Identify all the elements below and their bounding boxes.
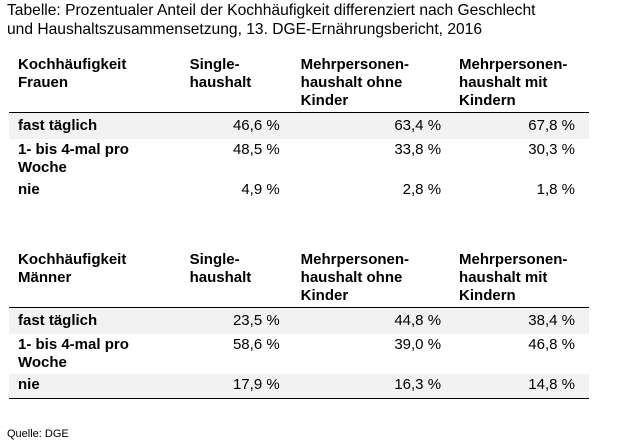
caption-line-2: und Haushaltszusammensetzung, 13. DGE-Er… bbox=[7, 21, 483, 38]
table-header-row: Kochhäufigkeit Männer Single-haushalt Meh… bbox=[9, 250, 589, 308]
cell-value: 17,9 % bbox=[181, 374, 294, 399]
row-label: fast täglich bbox=[9, 307, 182, 334]
row-label: nie bbox=[18, 181, 40, 198]
row-label: nie bbox=[9, 374, 182, 399]
cell-value: 46,6 % bbox=[181, 112, 294, 139]
table-men: Kochhäufigkeit Männer Single-haushalt Meh… bbox=[9, 250, 589, 399]
table-row: fast täglich 46,6 % 63,4 % 67,8 % bbox=[9, 112, 589, 139]
table-caption: Tabelle: Prozentualer Anteil der Kochhäu… bbox=[7, 1, 617, 39]
row-label: 1- bis 4-mal pro Woche bbox=[18, 141, 129, 176]
table-row: nie 4,9 % 2,8 % 1,8 % bbox=[9, 179, 589, 203]
row-label: 1- bis 4-mal pro Woche bbox=[18, 336, 129, 371]
header-cooking-frequency-women: Kochhäufigkeit Frauen bbox=[9, 55, 182, 113]
header-multi-household-with-children: Mehrpersonen-haushalt mit Kindern bbox=[455, 250, 589, 308]
row-label: fast täglich bbox=[9, 112, 182, 139]
header-single-household: Single-haushalt bbox=[181, 55, 294, 113]
header-single-household: Single-haushalt bbox=[181, 250, 294, 308]
table-row: nie 17,9 % 16,3 % 14,8 % bbox=[9, 374, 589, 399]
cell-value: 23,5 % bbox=[181, 307, 294, 334]
table-row: fast täglich 23,5 % 44,8 % 38,4 % bbox=[9, 307, 589, 334]
table-row: 1- bis 4-mal pro Woche 58,6 % 39,0 % 46,8… bbox=[9, 334, 589, 374]
table-women: Kochhäufigkeit Frauen Single-haushalt Meh… bbox=[9, 55, 589, 203]
cell-value: 67,8 % bbox=[455, 112, 589, 139]
header-cooking-frequency-men: Kochhäufigkeit Männer bbox=[9, 250, 182, 308]
cell-value: 48,5 % bbox=[232, 141, 280, 158]
cell-value: 46,8 % bbox=[528, 336, 575, 353]
cell-value: 38,4 % bbox=[455, 307, 589, 334]
header-multi-household-with-children: Mehrpersonen-haushalt mit Kindern bbox=[455, 55, 589, 113]
cell-value: 44,8 % bbox=[293, 307, 456, 334]
cell-value: 1,8 % bbox=[536, 181, 575, 198]
cell-value: 4,9 % bbox=[241, 181, 280, 198]
cell-value: 14,8 % bbox=[455, 374, 589, 399]
table-header-row: Kochhäufigkeit Frauen Single-haushalt Meh… bbox=[9, 55, 589, 113]
cell-value: 16,3 % bbox=[293, 374, 456, 399]
table-row: 1- bis 4-mal pro Woche 48,5 % 33,8 % 30,3… bbox=[9, 139, 589, 179]
header-multi-household-no-children: Mehrpersonen-haushalt ohne Kinder bbox=[293, 55, 456, 113]
cell-value: 2,8 % bbox=[402, 181, 442, 198]
caption-line-1: Tabelle: Prozentualer Anteil der Kochhäu… bbox=[7, 2, 536, 19]
source-note: Quelle: DGE bbox=[7, 428, 69, 440]
cell-value: 33,8 % bbox=[394, 141, 442, 158]
cell-value: 58,6 % bbox=[232, 336, 280, 353]
header-multi-household-no-children: Mehrpersonen-haushalt ohne Kinder bbox=[293, 250, 456, 308]
cell-value: 39,0 % bbox=[394, 336, 442, 353]
cell-value: 30,3 % bbox=[528, 141, 575, 158]
cell-value: 63,4 % bbox=[293, 112, 456, 139]
